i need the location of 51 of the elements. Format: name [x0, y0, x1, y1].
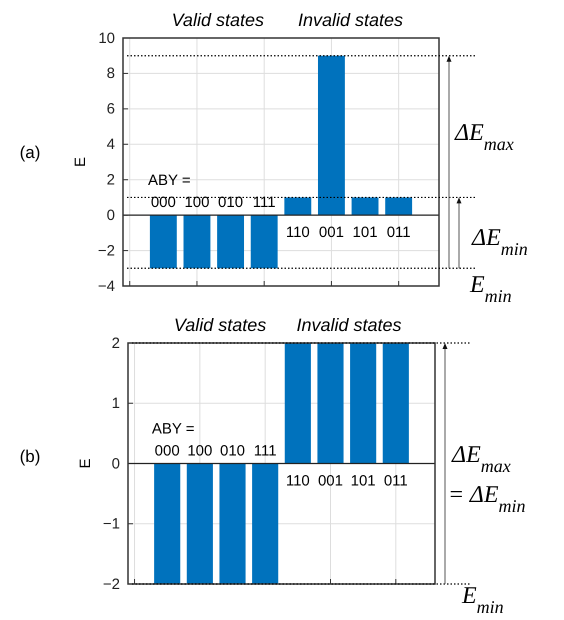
annotation: 011 [384, 472, 408, 490]
annotation: 110 [286, 472, 310, 490]
y-tick-label: 2 [106, 172, 115, 189]
text: = ΔE$_{min}$ [448, 482, 526, 516]
text: (b) [20, 447, 40, 466]
y-tick-label: 6 [106, 100, 115, 118]
text: Invalid states [296, 315, 402, 335]
annotation: 010 [220, 442, 246, 460]
bar [385, 197, 412, 216]
y-tick-label: −1 [102, 516, 120, 533]
text: ΔE$_{max}$ [454, 120, 514, 154]
bar [250, 215, 278, 268]
annotation: 100 [184, 194, 210, 212]
bar [352, 197, 378, 216]
annotation: 100 [187, 442, 212, 460]
bar [184, 215, 210, 268]
text: Invalid states [298, 10, 404, 30]
annotation: 000 [154, 442, 180, 460]
y-axis-title: E [72, 156, 89, 168]
y-tick-label: −2 [102, 576, 120, 593]
y-tick-label: −4 [98, 278, 115, 295]
annotation: ABY = [148, 172, 191, 190]
text: Valid states [172, 10, 264, 30]
bar [150, 215, 177, 268]
annotation: 010 [218, 194, 244, 212]
y-tick-label: −2 [98, 242, 115, 260]
text: ΔE$_{min}$ [471, 225, 528, 259]
y-tick-label: 0 [106, 206, 115, 224]
y-tick-label: 10 [98, 30, 115, 47]
text: E$_{min}$ [461, 583, 504, 617]
bar [318, 56, 345, 216]
annotation: 101 [352, 224, 378, 242]
y-axis-title: E [77, 458, 94, 469]
annotation: 101 [350, 472, 376, 490]
bar [284, 197, 312, 216]
annotation: 001 [318, 224, 344, 242]
text: (a) [20, 143, 40, 162]
text: Valid states [174, 315, 266, 335]
y-tick-label: 4 [106, 136, 115, 154]
bar [217, 215, 244, 268]
annotation: 001 [318, 472, 344, 490]
text: E$_{min}$ [469, 272, 512, 306]
annotation: 110 [286, 224, 310, 242]
annotation: 111 [254, 442, 277, 460]
y-tick-label: 1 [112, 395, 120, 412]
y-tick-label: 0 [112, 455, 120, 472]
annotation: ABY = [152, 420, 195, 438]
text: ΔE$_{max}$ [451, 442, 511, 476]
annotation: 011 [386, 224, 411, 242]
y-tick-label: 8 [106, 65, 115, 82]
y-tick-label: 2 [112, 334, 120, 352]
